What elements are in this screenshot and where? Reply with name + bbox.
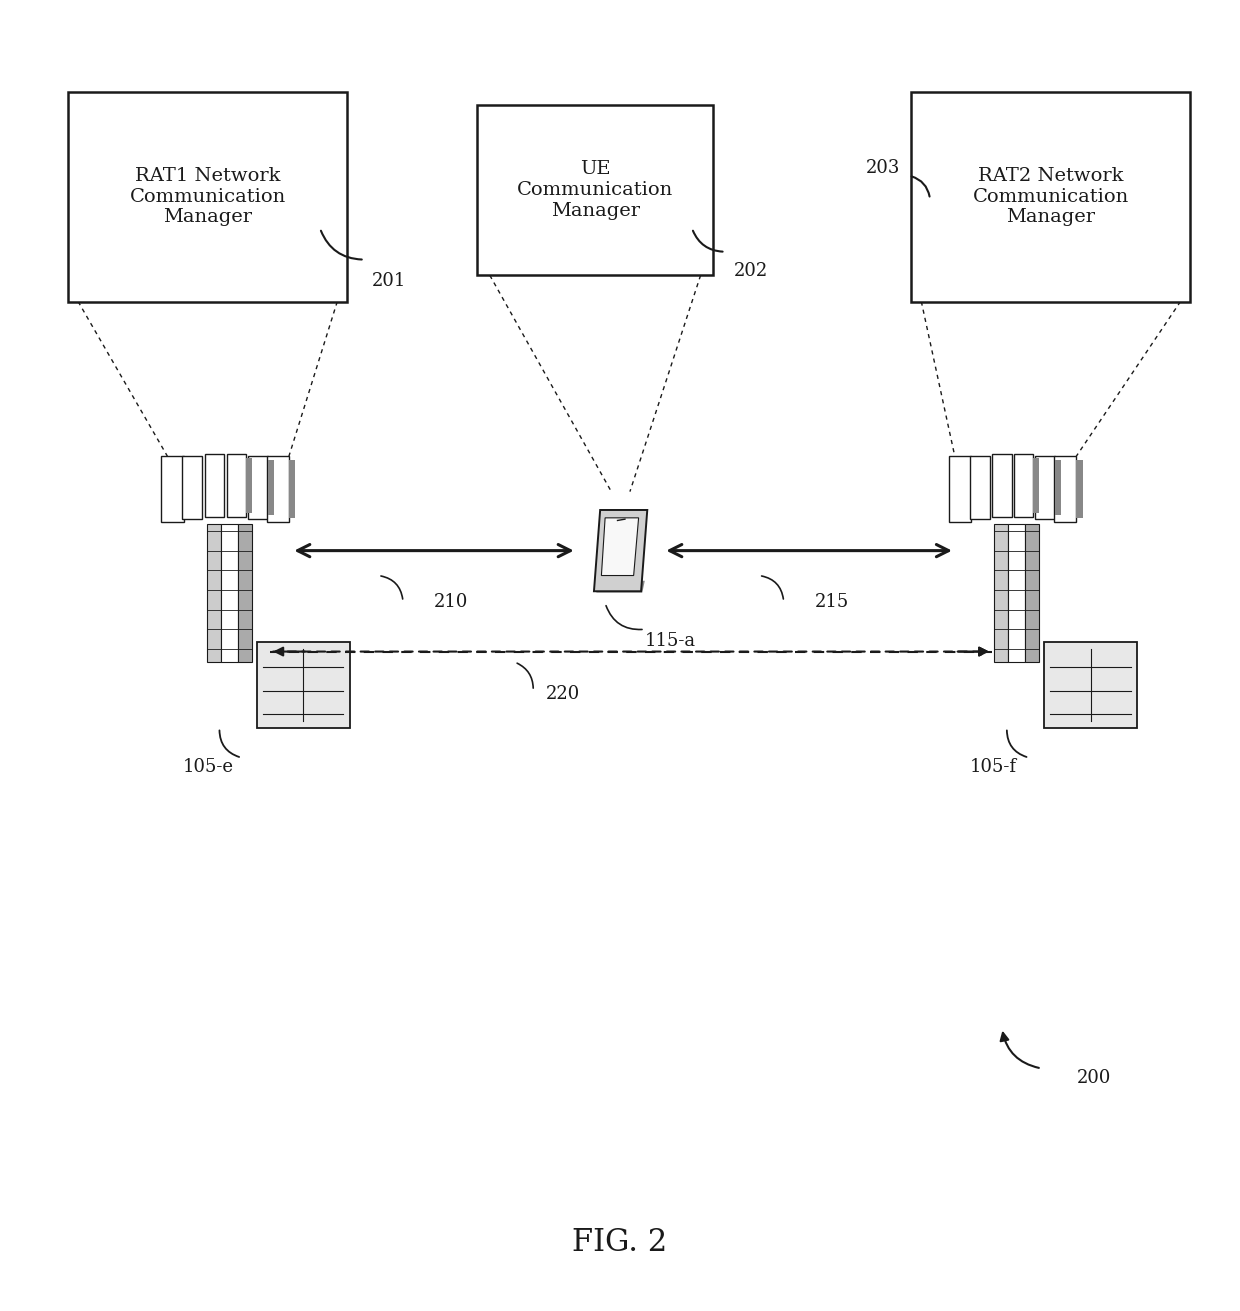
Bar bbox=[1055, 460, 1061, 515]
Bar bbox=[268, 460, 274, 515]
Text: 105-f: 105-f bbox=[970, 758, 1017, 776]
Bar bbox=[1035, 456, 1055, 519]
Bar bbox=[238, 524, 252, 662]
Text: FIG. 2: FIG. 2 bbox=[573, 1227, 667, 1259]
Polygon shape bbox=[594, 510, 647, 591]
Bar bbox=[267, 456, 289, 522]
Bar bbox=[257, 642, 350, 728]
Bar bbox=[477, 105, 713, 275]
Bar bbox=[289, 460, 295, 518]
Text: 201: 201 bbox=[372, 271, 407, 290]
Text: RAT2 Network
Communication
Manager: RAT2 Network Communication Manager bbox=[972, 166, 1130, 227]
Text: 202: 202 bbox=[734, 262, 769, 281]
Bar bbox=[161, 456, 184, 522]
Text: 220: 220 bbox=[546, 684, 580, 703]
Bar bbox=[1008, 524, 1025, 662]
Bar bbox=[207, 524, 221, 662]
Bar bbox=[994, 524, 1008, 662]
Bar bbox=[1033, 458, 1039, 513]
Text: 215: 215 bbox=[815, 593, 849, 611]
Bar bbox=[1044, 642, 1137, 728]
Bar bbox=[68, 92, 347, 302]
Bar bbox=[1054, 456, 1076, 522]
Bar bbox=[1014, 454, 1033, 517]
Text: RAT1 Network
Communication
Manager: RAT1 Network Communication Manager bbox=[129, 166, 286, 227]
Bar bbox=[1076, 460, 1083, 518]
Bar bbox=[992, 454, 1012, 517]
Text: 105-e: 105-e bbox=[182, 758, 233, 776]
Bar bbox=[970, 456, 990, 519]
Bar bbox=[227, 454, 246, 517]
Bar bbox=[221, 524, 238, 662]
Text: 203: 203 bbox=[866, 159, 900, 177]
Text: 210: 210 bbox=[434, 593, 469, 611]
Bar bbox=[1025, 524, 1039, 662]
Bar bbox=[205, 454, 224, 517]
Text: UE
Communication
Manager: UE Communication Manager bbox=[517, 160, 673, 220]
Bar bbox=[246, 458, 252, 513]
Polygon shape bbox=[595, 581, 645, 593]
Bar bbox=[911, 92, 1190, 302]
Text: 200: 200 bbox=[1076, 1068, 1111, 1087]
Text: 115-a: 115-a bbox=[645, 632, 696, 650]
Bar bbox=[182, 456, 202, 519]
Bar bbox=[248, 456, 268, 519]
Bar bbox=[949, 456, 971, 522]
Polygon shape bbox=[601, 518, 639, 576]
